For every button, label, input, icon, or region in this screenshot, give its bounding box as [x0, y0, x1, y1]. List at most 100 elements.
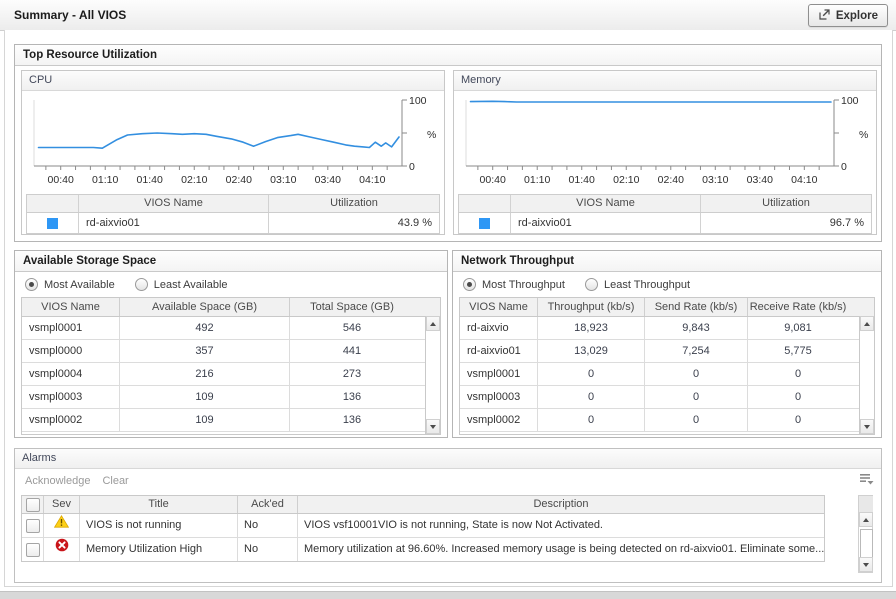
- alarm-row[interactable]: Memory Utilization High No Memory utiliz…: [22, 538, 824, 561]
- table-row[interactable]: vsmpl0003 0 0 0: [460, 386, 874, 409]
- svg-text:01:40: 01:40: [137, 174, 163, 186]
- clear-button[interactable]: Clear: [102, 475, 129, 487]
- explore-button[interactable]: Explore: [807, 4, 888, 27]
- top-resource-utilization-title: Top Resource Utilization: [15, 45, 881, 66]
- table-row[interactable]: vsmpl0002 109 136: [22, 409, 440, 432]
- scroll-down-button[interactable]: [860, 419, 874, 434]
- svg-text:02:10: 02:10: [181, 174, 207, 186]
- col-header-available-space[interactable]: Available Space (GB): [120, 298, 290, 316]
- memory-legend-table: VIOS Name Utilization rd-aixvio01 96.7 %: [458, 194, 872, 234]
- most-available-radio[interactable]: [25, 278, 38, 291]
- table-row[interactable]: vsmpl0003 109 136: [22, 386, 440, 409]
- col-header-acked[interactable]: Ack'ed: [238, 496, 298, 513]
- scroll-up-button[interactable]: [859, 512, 873, 527]
- table-row[interactable]: vsmpl0001 492 546: [22, 317, 440, 340]
- svg-text:01:40: 01:40: [569, 174, 595, 186]
- scrollbar-thumb[interactable]: [860, 529, 873, 559]
- vertical-scrollbar[interactable]: [858, 495, 873, 573]
- legend-header-vios-name: VIOS Name: [511, 195, 701, 212]
- table-row[interactable]: vsmpl0002 0 0 0: [460, 409, 874, 432]
- network-throughput-panel: Network Throughput Most Throughput Least…: [452, 250, 882, 438]
- col-header-title[interactable]: Title: [80, 496, 238, 513]
- footer-strip: [0, 591, 896, 599]
- table-row[interactable]: vsmpl0001 0 0 0: [460, 363, 874, 386]
- storage-radio-row: Most Available Least Available: [15, 272, 447, 297]
- network-table: VIOS Name Throughput (kb/s) Send Rate (k…: [459, 297, 875, 435]
- table-row[interactable]: vsmpl0004 216 273: [22, 363, 440, 386]
- network-radio-row: Most Throughput Least Throughput: [453, 272, 881, 297]
- cpu-panel: CPU 00:40 01:10 01:40 02:10 02:40 03:10 03:40 0…: [21, 70, 445, 235]
- alarms-panel-title: Alarms: [15, 449, 881, 469]
- svg-text:%: %: [859, 129, 868, 141]
- table-row[interactable]: rd-aixvio 18,923 9,843 9,081: [460, 317, 874, 340]
- col-header-throughput[interactable]: Throughput (kb/s): [538, 298, 645, 316]
- vios-name-cell: rd-aixvio01: [511, 213, 701, 233]
- svg-text:03:10: 03:10: [270, 174, 296, 186]
- explore-button-label: Explore: [835, 9, 878, 22]
- series-color-swatch: [479, 217, 490, 229]
- col-header-receive-rate[interactable]: Receive Rate (kb/s): [749, 301, 847, 313]
- most-throughput-radio[interactable]: [463, 278, 476, 291]
- series-color-swatch: [47, 217, 58, 229]
- select-all-checkbox[interactable]: [25, 497, 40, 512]
- cpu-chart: 00:40 01:10 01:40 02:10 02:40 03:10 03:40 04:10…: [33, 95, 436, 186]
- svg-text:0: 0: [409, 161, 415, 173]
- row-checkbox[interactable]: [25, 518, 40, 533]
- cpu-legend-header: VIOS Name Utilization: [27, 195, 439, 213]
- cpu-legend-table: VIOS Name Utilization rd-aixvio01 43.9 %: [26, 194, 440, 234]
- table-customizer-icon[interactable]: [859, 473, 874, 488]
- svg-text:%: %: [427, 129, 436, 141]
- legend-header-vios-name: VIOS Name: [79, 195, 269, 212]
- svg-text:03:40: 03:40: [747, 174, 773, 186]
- memory-legend-header: VIOS Name Utilization: [459, 195, 871, 213]
- storage-table-header: VIOS Name Available Space (GB) Total Spa…: [22, 298, 440, 317]
- svg-text:04:10: 04:10: [359, 174, 385, 186]
- scroll-up-button[interactable]: [426, 316, 440, 331]
- alarm-row[interactable]: VIOS is not running No VIOS vsf10001VIO …: [22, 514, 824, 538]
- col-header-vios-name[interactable]: VIOS Name: [460, 298, 538, 316]
- memory-panel-title: Memory: [454, 71, 876, 91]
- col-header-send-rate[interactable]: Send Rate (kb/s): [645, 298, 748, 316]
- acknowledge-button[interactable]: Acknowledge: [25, 475, 91, 487]
- alarms-table-header: Sev Title Ack'ed Description: [22, 496, 824, 514]
- available-storage-space-panel: Available Storage Space Most Available L…: [14, 250, 448, 438]
- row-checkbox[interactable]: [25, 542, 40, 557]
- svg-text:01:10: 01:10: [92, 174, 118, 186]
- utilization-cell: 43.9 %: [397, 217, 432, 229]
- memory-legend-row[interactable]: rd-aixvio01 96.7 %: [459, 213, 871, 233]
- svg-text:01:10: 01:10: [524, 174, 550, 186]
- least-available-radio[interactable]: [134, 278, 148, 291]
- legend-header-utilization: Utilization: [330, 197, 378, 209]
- col-header-vios-name[interactable]: VIOS Name: [22, 298, 120, 316]
- alarm-acked-cell: No: [238, 514, 298, 537]
- table-row[interactable]: rd-aixvio01 13,029 7,254 5,775: [460, 340, 874, 363]
- available-storage-space-title: Available Storage Space: [15, 251, 447, 272]
- top-resource-utilization-panel: Top Resource Utilization CPU 00:40 01:10 0…: [14, 44, 882, 242]
- utilization-cell: 96.7 %: [829, 217, 864, 229]
- col-header-sev[interactable]: Sev: [44, 496, 80, 513]
- title-bar: Summary - All VIOS Explore: [0, 0, 896, 31]
- memory-panel: Memory 00:40 01:10 01:40 02:10 02:40 03:10 03:…: [453, 70, 877, 235]
- svg-text:02:40: 02:40: [226, 174, 252, 186]
- error-icon: [55, 538, 69, 561]
- alarm-title-cell: VIOS is not running: [80, 514, 238, 537]
- vertical-scrollbar[interactable]: [859, 316, 874, 434]
- cpu-legend-row[interactable]: rd-aixvio01 43.9 %: [27, 213, 439, 233]
- cpu-panel-title: CPU: [22, 71, 444, 91]
- svg-text:03:40: 03:40: [315, 174, 341, 186]
- scroll-down-button[interactable]: [426, 419, 440, 434]
- col-header-description[interactable]: Description: [533, 498, 589, 510]
- alarm-title-cell: Memory Utilization High: [80, 538, 238, 561]
- svg-text:03:10: 03:10: [702, 174, 728, 186]
- most-available-label: Most Available: [44, 278, 115, 291]
- col-header-total-space[interactable]: Total Space (GB): [310, 301, 394, 313]
- least-throughput-radio[interactable]: [584, 278, 598, 291]
- vertical-scrollbar[interactable]: [425, 316, 440, 434]
- scroll-up-button[interactable]: [860, 316, 874, 331]
- svg-text:00:40: 00:40: [480, 174, 506, 186]
- svg-text:100: 100: [409, 95, 427, 107]
- table-row[interactable]: vsmpl0000 357 441: [22, 340, 440, 363]
- scroll-down-button[interactable]: [859, 557, 873, 572]
- svg-text:00:40: 00:40: [48, 174, 74, 186]
- svg-text:04:10: 04:10: [791, 174, 817, 186]
